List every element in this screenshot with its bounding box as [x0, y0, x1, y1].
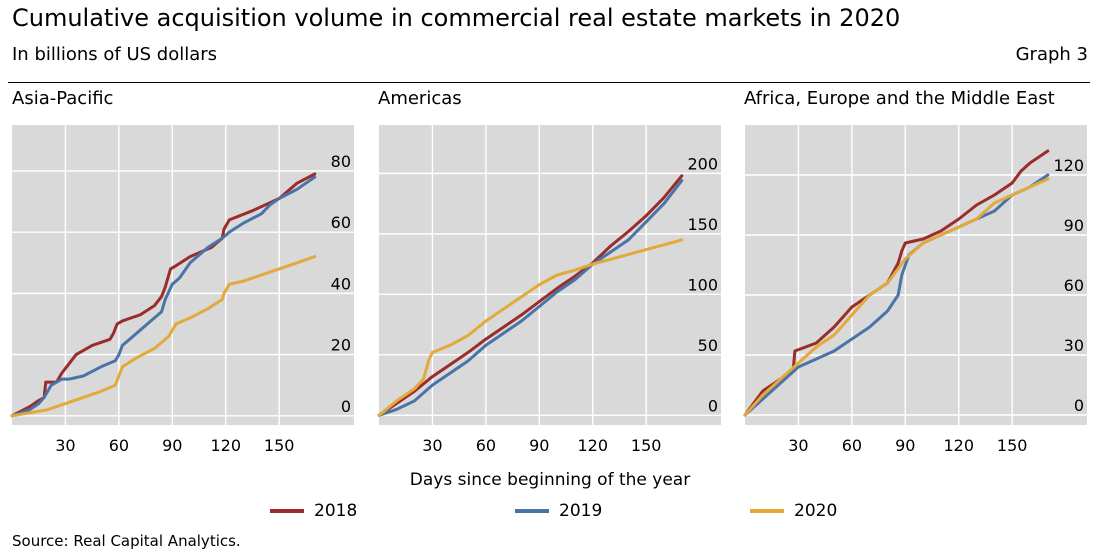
y-tick-label: 60 — [1064, 276, 1084, 295]
series-line-emea-2019 — [743, 173, 1050, 417]
x-tick-label: 60 — [476, 436, 496, 455]
legend-item-2018: 2018 — [270, 500, 357, 522]
series-line-asia-pacific-2020 — [10, 255, 317, 418]
legend-item-2019: 2019 — [515, 500, 602, 522]
panel-title-emea: Africa, Europe and the Middle East — [744, 88, 1055, 109]
y-tick-label: 50 — [698, 336, 718, 355]
x-tick-label: 30 — [422, 436, 442, 455]
x-tick-label: 90 — [162, 436, 182, 455]
legend-item-2020: 2020 — [750, 500, 837, 522]
x-tick-label: 90 — [895, 436, 915, 455]
y-tick-label: 30 — [1064, 336, 1084, 355]
y-tick-label: 60 — [331, 213, 351, 232]
page-title: Cumulative acquisition volume in commerc… — [12, 4, 901, 32]
legend-label-2018: 2018 — [314, 501, 358, 521]
x-tick-label: 150 — [997, 436, 1028, 455]
series-line-americas-2019 — [377, 179, 684, 417]
x-tick-label: 30 — [788, 436, 808, 455]
y-tick-label: 200 — [687, 154, 718, 173]
series-line-americas-2018 — [377, 174, 684, 417]
plot-area-emea — [745, 125, 1087, 425]
panel-title-americas: Americas — [378, 88, 462, 109]
x-tick-label: 150 — [264, 436, 295, 455]
series-line-emea-2018 — [743, 149, 1050, 417]
series-line-asia-pacific-2019 — [10, 175, 317, 418]
y-tick-label: 0 — [341, 397, 351, 416]
series-line-asia-pacific-2018 — [10, 172, 317, 418]
y-tick-label: 0 — [1074, 396, 1084, 415]
legend-label-2020: 2020 — [794, 501, 838, 521]
legend-label-2019: 2019 — [559, 501, 603, 521]
x-tick-label: 90 — [529, 436, 549, 455]
x-tick-label: 60 — [842, 436, 862, 455]
x-tick-label: 120 — [577, 436, 608, 455]
x-tick-label: 30 — [55, 436, 75, 455]
series-line-emea-2020 — [743, 177, 1050, 417]
series-line-americas-2020 — [377, 238, 684, 417]
y-tick-label: 120 — [1053, 156, 1084, 175]
graph-number: Graph 3 — [1015, 44, 1088, 65]
y-tick-label: 80 — [331, 152, 351, 171]
y-tick-label: 20 — [331, 336, 351, 355]
x-axis-caption: Days since beginning of the year — [409, 470, 691, 490]
y-tick-label: 40 — [331, 274, 351, 293]
header-rule — [8, 82, 1090, 83]
y-tick-label: 0 — [708, 396, 718, 415]
x-tick-label: 120 — [210, 436, 241, 455]
y-tick-label: 90 — [1064, 216, 1084, 235]
y-tick-label: 100 — [687, 275, 718, 294]
legend-swatch-2019 — [515, 509, 549, 513]
x-tick-label: 150 — [631, 436, 662, 455]
page-subtitle: In billions of US dollars — [12, 44, 218, 65]
legend-swatch-2020 — [750, 509, 784, 513]
y-tick-label: 150 — [687, 215, 718, 234]
x-tick-label: 60 — [109, 436, 129, 455]
x-tick-label: 120 — [943, 436, 974, 455]
source-note: Source: Real Capital Analytics. — [12, 532, 241, 550]
legend-swatch-2018 — [270, 509, 304, 513]
panel-title-asia-pacific: Asia-Pacific — [12, 88, 114, 109]
